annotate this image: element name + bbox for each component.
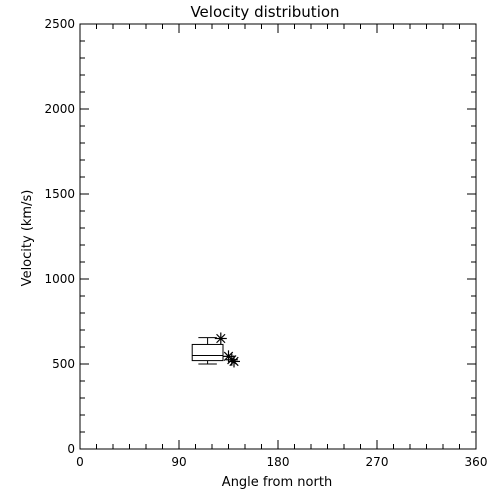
y-tick-label: 1500	[44, 187, 75, 201]
axis-ticks: 0 90 180 270 360 0 500 1000 1500 2000 2500	[44, 17, 487, 469]
x-tick-label: 360	[465, 455, 488, 469]
data-point	[228, 355, 240, 368]
y-tick-label: 1000	[44, 272, 75, 286]
data-points	[214, 332, 240, 368]
data-point	[214, 332, 227, 345]
x-axis-label: Angle from north	[222, 475, 332, 490]
box-plot	[191, 337, 224, 365]
y-tick-label: 2500	[44, 17, 75, 31]
x-tick-label: 270	[366, 455, 389, 469]
y-axis-label: Velocity (km/s)	[20, 190, 35, 287]
plot-frame	[79, 23, 477, 450]
chart-title: Velocity distribution	[190, 3, 339, 21]
box-iqr	[191, 343, 224, 362]
y-tick-label: 2000	[44, 102, 75, 116]
y-tick-label: 500	[52, 357, 75, 371]
y-tick-label: 0	[67, 442, 75, 456]
x-tick-label: 0	[76, 455, 84, 469]
x-tick-label: 180	[267, 455, 290, 469]
x-tick-label: 90	[171, 455, 186, 469]
